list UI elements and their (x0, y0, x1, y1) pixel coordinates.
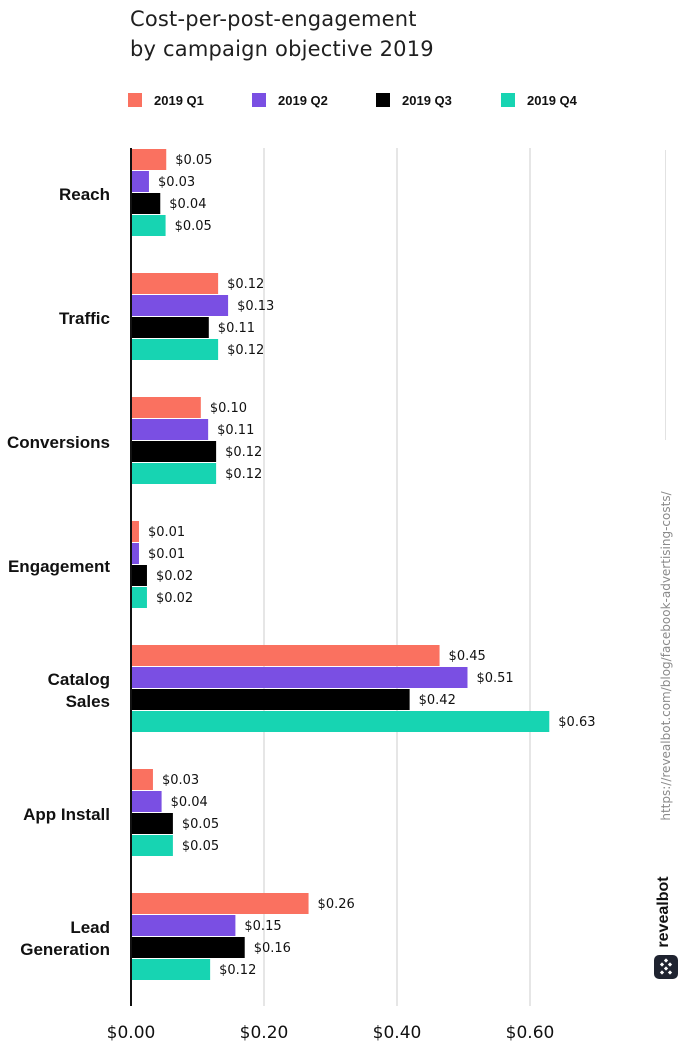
data-label: $0.42 (419, 693, 456, 708)
bar (131, 419, 209, 440)
bar (131, 959, 211, 980)
data-label: $0.01 (148, 525, 185, 540)
category-label: Traffic (59, 309, 110, 328)
data-label: $0.05 (175, 219, 212, 234)
bar (131, 339, 219, 360)
category-labels: Reach Traffic Conversions Engagement Catalog… (7, 185, 110, 959)
revealbot-logo-icon (654, 955, 678, 979)
bar (131, 317, 209, 338)
bar (131, 645, 440, 666)
value-labels: $0.05 $0.03 $0.04 $0.05 $0.12 $0.13 $0.11 $0.12… (148, 153, 596, 978)
x-tick-label: $0.60 (506, 1023, 555, 1042)
bar (131, 587, 147, 608)
bar (131, 171, 149, 192)
legend-label: 2019 Q3 (402, 93, 452, 108)
bar (131, 273, 219, 294)
gridlines (263, 148, 531, 1006)
data-label: $0.45 (449, 649, 486, 664)
data-label: $0.63 (558, 715, 595, 730)
legend-label: 2019 Q2 (278, 93, 328, 108)
data-label: $0.03 (158, 175, 195, 190)
bar (131, 295, 229, 316)
category-label: Conversions (7, 433, 110, 452)
category-label: App Install (23, 805, 110, 824)
data-label: $0.12 (225, 467, 262, 482)
bar (131, 711, 550, 732)
bar (131, 441, 217, 462)
bar (131, 813, 173, 834)
data-label: $0.02 (156, 569, 193, 584)
data-label: $0.03 (162, 773, 199, 788)
bar (131, 193, 161, 214)
x-tick-label: $0.00 (107, 1023, 156, 1042)
bar (131, 893, 309, 914)
legend-swatch (252, 93, 266, 107)
data-label: $0.12 (219, 963, 256, 978)
data-label: $0.04 (171, 795, 208, 810)
x-tick-label: $0.20 (240, 1023, 289, 1042)
legend-swatch (501, 93, 515, 107)
data-label: $0.13 (237, 299, 274, 314)
data-label: $0.12 (225, 445, 262, 460)
bar (131, 835, 173, 856)
legend-swatch (376, 93, 390, 107)
chart-title-line-2: by campaign objective 2019 (130, 37, 434, 61)
data-label: $0.11 (217, 423, 254, 438)
chart-title: Cost-per-post-engagement by campaign obj… (130, 4, 630, 64)
chart-title-line-1: Cost-per-post-engagement (130, 7, 417, 31)
bar (131, 791, 162, 812)
data-label: $0.05 (182, 817, 219, 832)
data-label: $0.02 (156, 591, 193, 606)
category-label: Catalog (48, 670, 110, 689)
bar (131, 769, 153, 790)
category-label: Engagement (8, 557, 110, 576)
bar (131, 689, 410, 710)
x-axis-ticks: $0.00 $0.20 $0.40 $0.60 (107, 1023, 555, 1042)
bar (131, 521, 139, 542)
data-label: $0.12 (227, 277, 264, 292)
bars (131, 149, 550, 980)
data-label: $0.05 (175, 153, 212, 168)
category-label: Reach (59, 185, 110, 204)
bar (131, 149, 167, 170)
data-label: $0.04 (169, 197, 206, 212)
legend-swatch (128, 93, 142, 107)
bar (131, 565, 147, 586)
data-label: $0.16 (254, 941, 291, 956)
data-label: $0.51 (476, 671, 513, 686)
bar (131, 543, 139, 564)
bar (131, 463, 217, 484)
data-label: $0.05 (182, 839, 219, 854)
bar (131, 937, 245, 958)
data-label: $0.11 (218, 321, 255, 336)
bar (131, 397, 201, 418)
bar (131, 215, 166, 236)
category-label: Generation (20, 940, 110, 959)
legend-label: 2019 Q1 (154, 93, 204, 108)
bar (131, 915, 236, 936)
brand-name: revealbot (655, 876, 672, 948)
data-label: $0.26 (318, 897, 355, 912)
bar (131, 667, 468, 688)
data-label: $0.01 (148, 547, 185, 562)
data-label: $0.15 (244, 919, 281, 934)
category-label: Sales (66, 692, 110, 711)
legend: 2019 Q1 2019 Q2 2019 Q3 2019 Q4 (128, 93, 578, 108)
side-divider (665, 150, 666, 440)
data-label: $0.10 (210, 401, 247, 416)
x-tick-label: $0.40 (373, 1023, 422, 1042)
legend-label: 2019 Q4 (527, 93, 578, 108)
source-url[interactable]: https://revealbot.com/blog/facebook-adve… (659, 491, 673, 821)
data-label: $0.12 (227, 343, 264, 358)
category-label: Lead (70, 918, 110, 937)
